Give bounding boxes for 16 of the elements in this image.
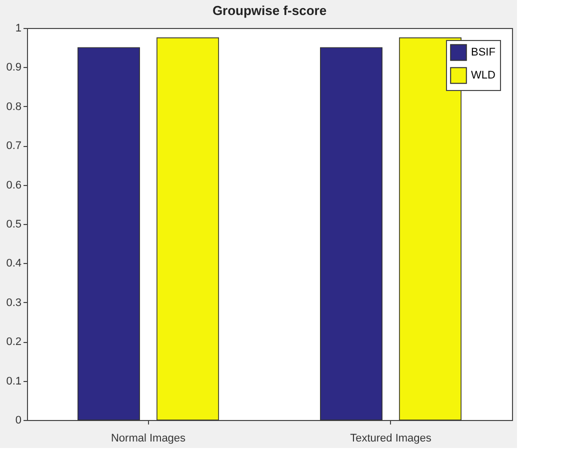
y-tick-label: 0 — [15, 414, 22, 426]
x-tick-label: Normal Images — [110, 432, 186, 444]
y-tick-label: 0.9 — [6, 62, 22, 74]
x-tick-label: Textured Images — [350, 432, 432, 444]
y-tick-label: 0.5 — [6, 218, 22, 230]
y-tick-label: 0.6 — [6, 179, 22, 192]
y-tick-label: 0.3 — [6, 296, 22, 309]
legend-label: WLD — [471, 70, 496, 82]
y-tick-label: 0.2 — [6, 336, 22, 348]
legend-label: BSIF — [471, 46, 496, 58]
chart-title: Groupwise f-score — [212, 3, 327, 18]
y-tick-label: 0.8 — [6, 100, 22, 113]
y-tick-label: 0.4 — [6, 258, 22, 270]
y-tick-label: 0.1 — [6, 375, 22, 388]
y-tick-label: 0.7 — [6, 140, 22, 152]
y-tick-label: 1 — [15, 22, 22, 34]
